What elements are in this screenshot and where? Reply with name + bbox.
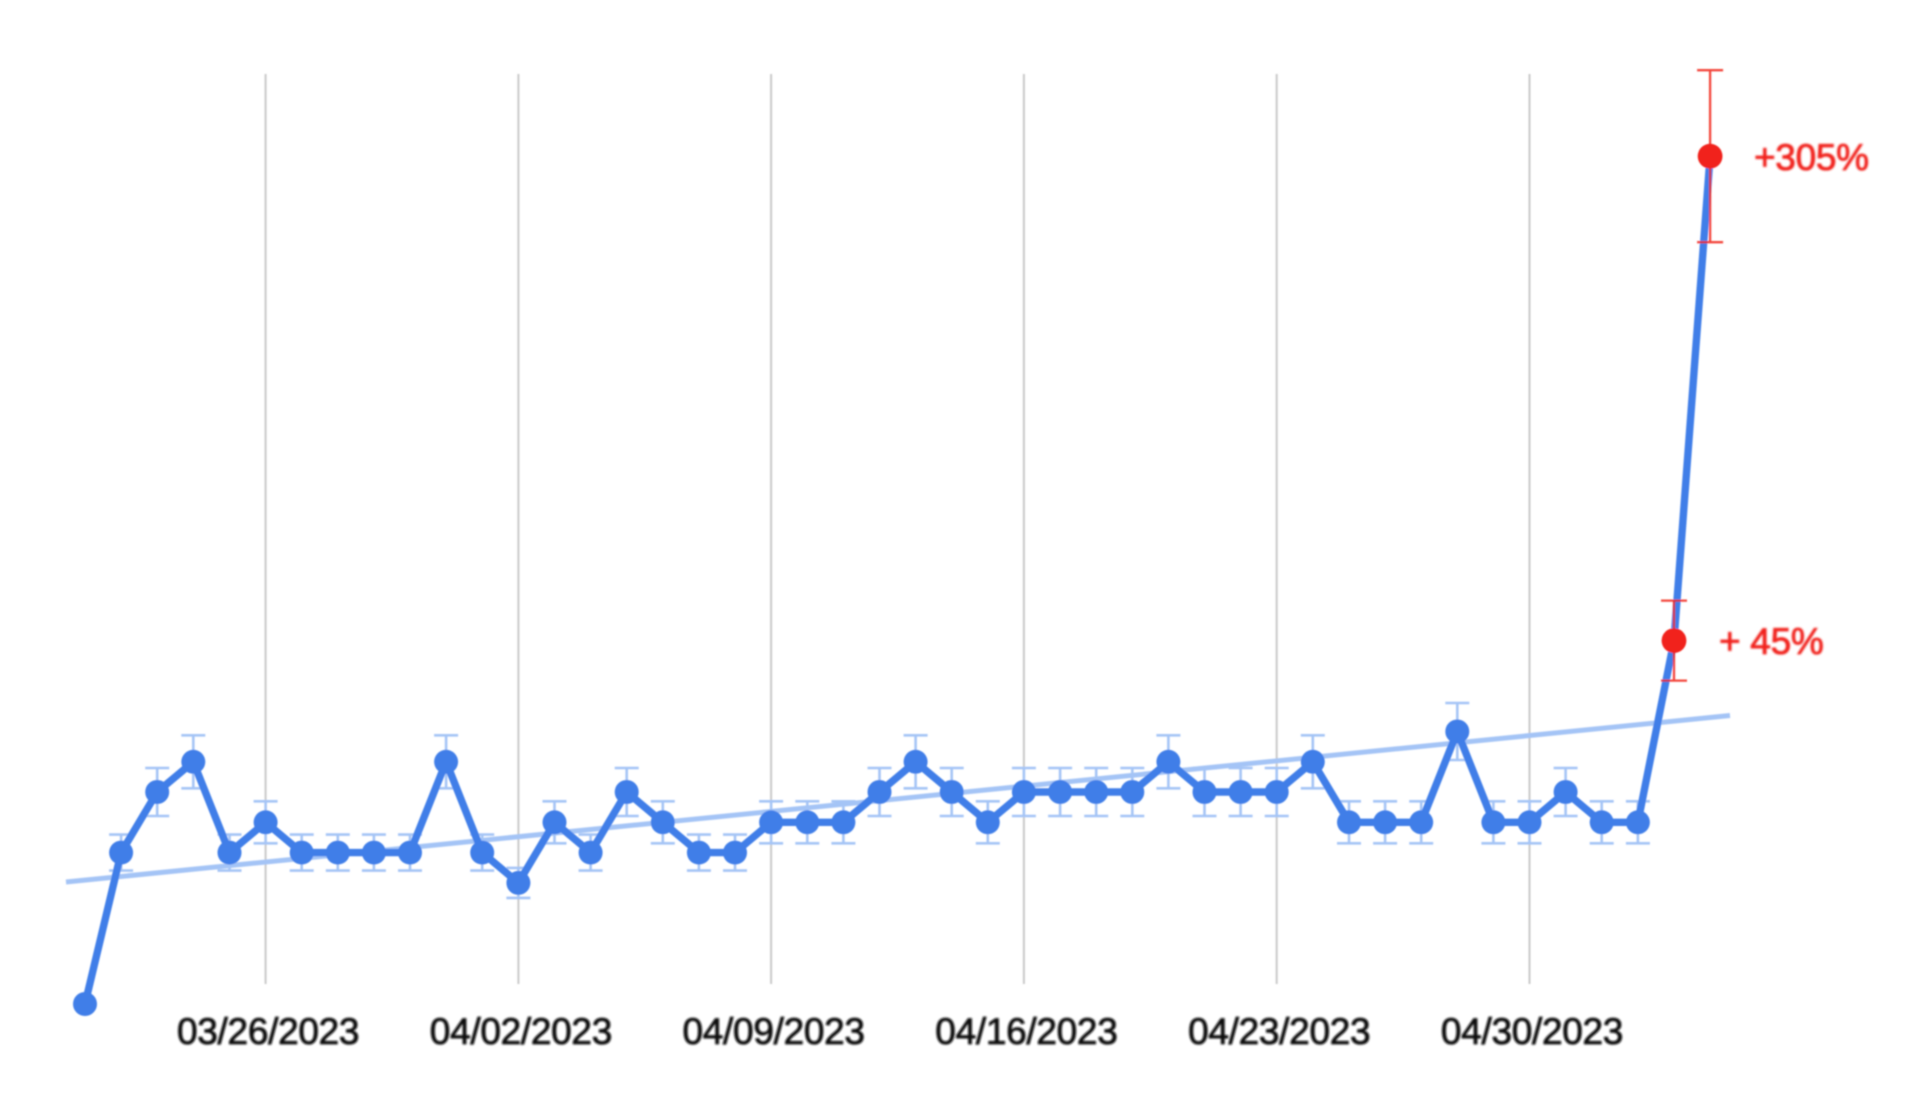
svg-text:03/26/2023: 03/26/2023 bbox=[177, 1011, 359, 1052]
svg-text:04/09/2023: 04/09/2023 bbox=[683, 1011, 865, 1052]
svg-text:04/02/2023: 04/02/2023 bbox=[430, 1011, 612, 1052]
svg-text:+305%: +305% bbox=[1754, 137, 1869, 178]
svg-text:+ 45%: + 45% bbox=[1719, 621, 1823, 662]
svg-text:04/16/2023: 04/16/2023 bbox=[935, 1011, 1117, 1052]
svg-text:04/30/2023: 04/30/2023 bbox=[1441, 1011, 1623, 1052]
svg-text:04/23/2023: 04/23/2023 bbox=[1188, 1011, 1370, 1052]
